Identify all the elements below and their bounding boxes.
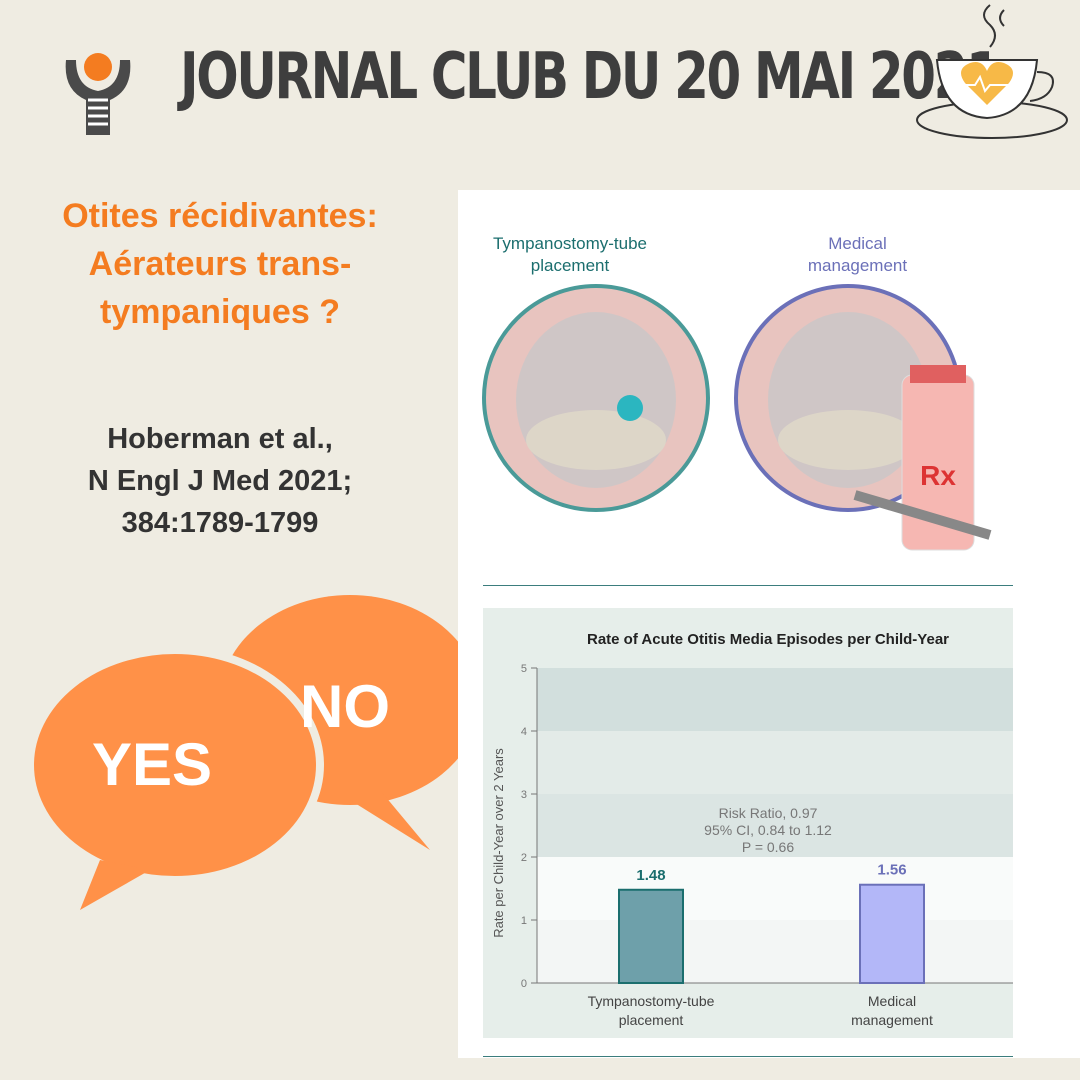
x-tick-label: placement — [619, 1012, 684, 1028]
bar — [859, 883, 925, 984]
x-tick-label: management — [851, 1012, 933, 1028]
bar — [618, 888, 684, 985]
annotation-line: Risk Ratio, 0.97 — [719, 805, 818, 821]
logo-icon — [65, 53, 131, 135]
illustration-label-tube: Tympanostomy-tube placement — [492, 234, 647, 275]
x-tick-label: Medical — [868, 993, 916, 1009]
grid-band — [537, 794, 1013, 857]
rx-label: Rx — [920, 460, 956, 491]
question-line: Otites récidivantes: — [62, 197, 378, 235]
grid-band — [537, 731, 1013, 794]
no-label: NO — [300, 673, 390, 740]
y-tick-label: 1 — [521, 915, 527, 927]
question-line: tympaniques ? — [100, 293, 340, 331]
x-tick-label: Tympanostomy-tube — [588, 993, 715, 1009]
annotation-line: P = 0.66 — [742, 839, 795, 855]
y-tick-label: 2 — [521, 852, 527, 864]
speech-bubbles — [26, 595, 470, 910]
divider — [483, 1056, 1013, 1057]
grid-band — [537, 857, 1013, 920]
yes-label: YES — [92, 731, 213, 798]
page-title: JOURNAL CLUB DU 20 MAI 2021 — [180, 40, 1001, 114]
citation-line: Hoberman et al., — [107, 423, 333, 455]
bar-value-label: 1.56 — [877, 862, 906, 879]
y-tick-label: 5 — [521, 663, 527, 675]
citation: Hoberman et al., N Engl J Med 2021; 384:… — [0, 418, 440, 544]
y-tick-label: 4 — [521, 726, 527, 738]
coffee-cup-icon — [916, 4, 1068, 139]
bar-chart: Rate of Acute Otitis Media Episodes per … — [483, 608, 1013, 1038]
y-axis-label: Rate per Child-Year over 2 Years — [491, 748, 506, 938]
bar-value-label: 1.48 — [636, 867, 665, 884]
question-heading: Otites récidivantes: Aérateurs trans- ty… — [0, 192, 440, 336]
ear-illustration: Rx — [482, 284, 992, 551]
citation-line: N Engl J Med 2021; — [87, 465, 353, 497]
chart-title: Rate of Acute Otitis Media Episodes per … — [587, 631, 949, 648]
question-line: Aérateurs trans- — [88, 245, 352, 283]
y-tick-label: 3 — [521, 789, 527, 801]
y-tick-label: 0 — [521, 978, 527, 990]
divider — [483, 585, 1013, 586]
citation-line: 384:1789-1799 — [121, 507, 319, 539]
annotation-line: 95% CI, 0.84 to 1.12 — [704, 822, 832, 838]
grid-band — [537, 668, 1013, 731]
illustration-label-medical: Medical management — [807, 234, 908, 275]
grid-band — [537, 920, 1013, 983]
